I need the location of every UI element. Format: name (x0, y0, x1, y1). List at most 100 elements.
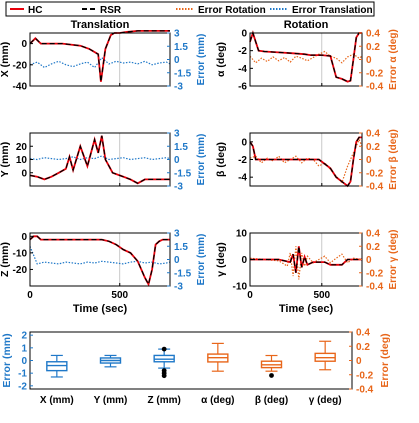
error-series-line (29, 246, 171, 265)
plot-area (30, 233, 170, 286)
y-tick-label: -6 (238, 82, 247, 93)
y-tick-label: -2 (18, 381, 27, 392)
y2-tick-label: 0.4 (366, 29, 380, 40)
y-tick-label: 20 (16, 142, 28, 153)
y-tick-label: -1 (18, 369, 27, 380)
box-1 (99, 354, 122, 368)
y2-tick-label: -3 (174, 282, 183, 293)
y-tick-label: 0 (21, 232, 27, 243)
y2-tick-label: -0.4 (356, 385, 374, 396)
y-tick-label: -20 (13, 265, 28, 276)
category-label: γ (deg) (309, 395, 342, 406)
rsr-series-line (29, 30, 170, 82)
y2-tick-label: -0.2 (366, 68, 384, 79)
y2-tick-label: 3 (174, 229, 180, 240)
y-tick-label: 1 (21, 343, 27, 354)
y-tick-label: -20 (13, 60, 28, 71)
category-label: β (deg) (255, 395, 288, 406)
panel-alpha: -6 -4 -2 0 -0.4 -0.2 0 0.2 0.4 Rotation α (deg) Err… (215, 19, 399, 93)
boxplot-panel: X (mm) Y (mm) Z (mm) α (deg) β (deg) γ (deg) -… (1, 328, 391, 407)
y2-axis-label: Error (mm) (196, 34, 207, 86)
y-tick-label: -2 (238, 46, 247, 57)
panel-beta: -4 -2 0 -0.4 -0.2 0 0.2 0.4 β (deg) Error β (deg) (215, 129, 399, 193)
y2-tick-label: 0 (174, 255, 180, 266)
rsr-series-line (249, 136, 362, 187)
y-tick-label: -2 (238, 155, 247, 166)
y-axis-label: Error (mm) (1, 333, 13, 387)
y-tick-label: -4 (238, 173, 247, 184)
box-4 (260, 354, 283, 378)
legend-label-1: RSR (100, 5, 122, 16)
y-tick-label: 10 (236, 229, 248, 240)
x-axis-label: Time (sec) (279, 303, 334, 315)
error-series-line (29, 56, 171, 69)
y2-tick-label: 0.2 (366, 42, 380, 53)
rsr-series-line (249, 31, 362, 83)
y2-tick-label: 0 (356, 356, 362, 367)
y2-tick-label: 1.5 (174, 242, 188, 253)
y2-axis-label: Error γ (deg) (388, 229, 399, 289)
y2-axis-label: Error (mm) (196, 234, 207, 286)
y2-tick-label: -0.4 (366, 182, 384, 193)
error-series-line (29, 155, 171, 161)
y2-tick-label: -3 (174, 182, 183, 193)
y2-tick-label: 0 (366, 155, 372, 166)
panel-X: -40 -20 0 -3 -1.5 0 1.5 3 Translation X (mm) Error… (0, 19, 207, 93)
rsr-series-line (250, 246, 362, 273)
y2-axis-label: Error (mm) (196, 134, 207, 186)
outlier-point (269, 373, 274, 378)
box-2 (153, 346, 175, 379)
y2-tick-label: 3 (174, 29, 180, 40)
legend-label-3: Error Translation (292, 5, 373, 16)
axes-frame (29, 331, 353, 390)
y2-tick-label: 0 (366, 55, 372, 66)
y-tick-label: 10 (16, 155, 28, 166)
y-axis-label: β (deg) (215, 142, 227, 177)
y2-tick-label: -0.2 (366, 268, 384, 279)
y2-tick-label: 1.5 (174, 142, 188, 153)
legend-label-0: HC (28, 5, 42, 16)
y2-tick-label: 0.2 (366, 142, 380, 153)
y2-tick-label: -1.5 (174, 68, 192, 79)
y2-axis-label: Error (deg) (379, 333, 391, 387)
legend-label-2: Error Rotation (198, 5, 266, 16)
y-tick-label: -10 (233, 282, 248, 293)
y2-tick-label: 0 (174, 55, 180, 66)
x-tick-label: 0 (27, 290, 33, 301)
box-5 (314, 340, 336, 371)
outlier-point (161, 373, 167, 379)
category-label: Y (mm) (94, 395, 128, 406)
y-axis-label: α (deg) (215, 42, 227, 77)
y2-tick-label: 1.5 (174, 42, 188, 53)
y2-tick-label: -0.2 (356, 370, 374, 381)
y-axis-label: X (mm) (0, 42, 11, 78)
category-label: X (mm) (40, 395, 74, 406)
y-tick-label: 0 (241, 137, 247, 148)
rsr-series-line (29, 135, 170, 184)
x-tick-label: 500 (313, 290, 330, 301)
panel-Z: -20 -10 0 -3 -1.5 0 1.5 3 0 500 Time (sec) Z (mm) Er… (0, 229, 207, 316)
y2-tick-label: 0.2 (366, 242, 380, 253)
y2-tick-label: -3 (174, 82, 183, 93)
y-tick-label: 0 (21, 356, 27, 367)
plot-area (250, 33, 362, 86)
y2-tick-label: 0.4 (366, 229, 380, 240)
y-axis-label: Y (mm) (0, 142, 11, 177)
panel-Y: 0 10 20 -3 -1.5 0 1.5 3 Y (mm) Error (mm) (0, 129, 207, 193)
x-tick-label: 0 (247, 290, 253, 301)
y2-tick-label: 0 (174, 155, 180, 166)
y2-axis-label: Error β (deg) (388, 129, 399, 190)
y2-tick-label: 0.2 (356, 342, 370, 353)
category-label: Z (mm) (147, 395, 180, 406)
y2-tick-label: 3 (174, 129, 180, 140)
panel-title: Translation (71, 19, 130, 31)
y-axis-label: γ (deg) (215, 242, 227, 276)
y2-tick-label: -0.2 (366, 168, 384, 179)
legend-box (5, 1, 375, 17)
y2-tick-label: -0.4 (366, 282, 384, 293)
outlier-point (161, 346, 167, 352)
legend: HC RSR Error Rotation Error Translation (5, 1, 375, 17)
panel-title: Rotation (284, 19, 329, 31)
